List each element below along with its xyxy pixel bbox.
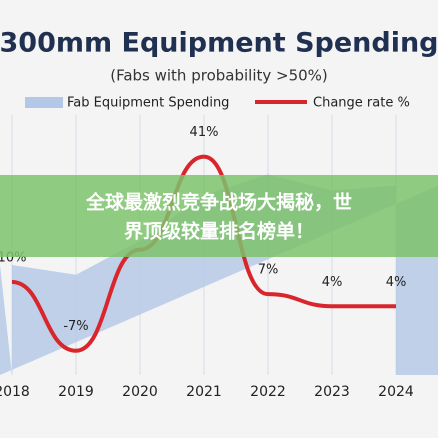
x-tick-label: 2019 [58,384,94,400]
chart-subtitle: (Fabs with probability >50%) [110,67,328,85]
data-label: 4% [322,275,343,290]
legend-label: Fab Equipment Spending [67,96,229,111]
data-label: 4% [386,275,407,290]
data-label: 7% [258,263,279,278]
banner-text[interactable]: 界顶级较量排名榜单！ [124,220,314,243]
x-tick-label: 2018 [0,384,30,400]
x-tick-label: 2020 [122,384,158,400]
banner-text[interactable]: 全球最激烈竞争战场大揭秘，世 [85,191,352,214]
data-label: 41% [190,125,219,140]
banner[interactable] [0,175,438,257]
x-tick-label: 2022 [250,384,286,400]
legend-label: Change rate % [313,96,410,111]
data-label: -7% [63,319,88,334]
line [11,154,396,353]
x-tick-label: 2024 [378,384,414,400]
chart-title: 300mm Equipment Spending [0,28,438,59]
x-tick-label: 2021 [186,384,222,400]
x-tick-label: 2023 [314,384,350,400]
legend-swatch [25,97,63,108]
